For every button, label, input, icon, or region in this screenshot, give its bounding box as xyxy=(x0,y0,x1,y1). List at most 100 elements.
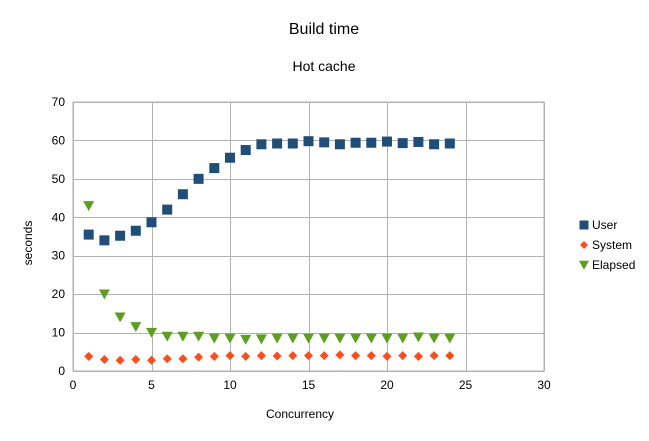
data-point xyxy=(208,333,220,344)
x-tick-label: 20 xyxy=(380,378,394,392)
data-point xyxy=(209,351,219,361)
data-point xyxy=(428,333,440,344)
data-point xyxy=(334,333,346,344)
data-point xyxy=(84,351,94,361)
y-tick-label: 60 xyxy=(52,133,66,147)
y-tick-label: 40 xyxy=(52,210,66,224)
data-point xyxy=(240,334,252,345)
series-user xyxy=(83,136,455,246)
x-tick-label: 5 xyxy=(148,378,155,392)
data-point xyxy=(193,331,205,342)
data-point xyxy=(147,355,156,365)
data-point xyxy=(146,327,157,338)
data-point xyxy=(162,354,172,364)
legend-item-system: System xyxy=(580,238,632,252)
legend-item-user: User xyxy=(579,218,617,232)
data-point xyxy=(146,217,157,228)
data-point xyxy=(130,225,141,236)
x-tick-label: 25 xyxy=(459,378,473,392)
data-point xyxy=(272,351,282,361)
y-tick-label: 70 xyxy=(52,95,66,109)
data-point xyxy=(334,139,345,150)
legend-marker xyxy=(579,220,589,230)
axis-ticks: 0 10 20 30 40 50 60 70 0 5 10 15 20 25 30 xyxy=(52,95,551,392)
series-system xyxy=(84,350,455,365)
series-elapsed xyxy=(83,201,456,345)
data-point xyxy=(209,163,220,174)
data-point xyxy=(83,201,95,211)
data-point xyxy=(429,139,440,150)
data-point xyxy=(240,145,251,156)
data-point xyxy=(114,312,126,323)
plot-area xyxy=(83,136,456,365)
data-point xyxy=(319,137,330,148)
y-tick-label: 10 xyxy=(52,326,66,340)
data-point xyxy=(444,138,455,149)
legend-label: System xyxy=(592,238,632,252)
x-tick-label: 15 xyxy=(302,378,316,392)
data-point xyxy=(225,351,235,361)
data-point xyxy=(288,351,298,361)
data-point xyxy=(351,351,361,361)
data-point xyxy=(413,136,424,147)
data-point xyxy=(162,204,173,215)
data-point xyxy=(304,351,313,361)
y-tick-label: 20 xyxy=(52,287,66,301)
data-point xyxy=(131,354,141,364)
data-point xyxy=(99,235,110,246)
data-point xyxy=(303,333,314,344)
data-point xyxy=(444,333,456,344)
data-point xyxy=(99,354,109,364)
data-point xyxy=(98,289,110,300)
data-point xyxy=(256,351,266,361)
legend-item-elapsed: Elapsed xyxy=(579,258,635,272)
data-point xyxy=(115,355,125,365)
legend-marker xyxy=(579,260,589,270)
y-tick-label: 50 xyxy=(52,172,66,186)
data-point xyxy=(256,139,267,150)
data-point xyxy=(335,350,345,360)
legend: User System Elapsed xyxy=(579,218,635,272)
x-tick-label: 10 xyxy=(223,378,237,392)
data-point xyxy=(271,333,283,344)
data-point xyxy=(193,173,204,184)
legend-label: User xyxy=(592,218,617,232)
data-point xyxy=(318,333,330,344)
chart-subtitle: Hot cache xyxy=(292,58,355,74)
legend-marker xyxy=(580,241,588,249)
y-axis-title: seconds xyxy=(21,221,35,266)
data-point xyxy=(382,351,392,361)
data-point xyxy=(272,138,283,149)
data-point xyxy=(397,333,409,344)
data-point xyxy=(366,137,377,148)
chart-title: Build time xyxy=(289,21,359,38)
data-point xyxy=(83,229,94,240)
legend-label: Elapsed xyxy=(592,258,635,272)
data-point xyxy=(224,333,236,344)
data-point xyxy=(161,331,173,342)
x-tick-label: 0 xyxy=(70,378,77,392)
data-point xyxy=(287,333,299,344)
data-point xyxy=(366,351,376,361)
data-point xyxy=(398,351,408,361)
data-point xyxy=(445,351,455,361)
data-point xyxy=(412,332,424,343)
data-point xyxy=(255,334,267,345)
data-point xyxy=(429,351,439,361)
x-axis-title: Concurrency xyxy=(266,407,334,421)
data-point xyxy=(397,138,408,149)
data-point xyxy=(303,136,314,147)
data-point xyxy=(115,230,126,241)
data-point xyxy=(365,333,377,344)
data-point xyxy=(381,333,393,344)
data-point xyxy=(287,138,298,149)
y-tick-label: 30 xyxy=(52,249,66,263)
data-point xyxy=(319,351,329,361)
data-point xyxy=(130,322,142,333)
y-tick-label: 0 xyxy=(58,364,65,378)
data-point xyxy=(177,331,189,342)
data-point xyxy=(177,189,188,200)
data-point xyxy=(178,354,188,364)
data-point xyxy=(194,352,204,362)
